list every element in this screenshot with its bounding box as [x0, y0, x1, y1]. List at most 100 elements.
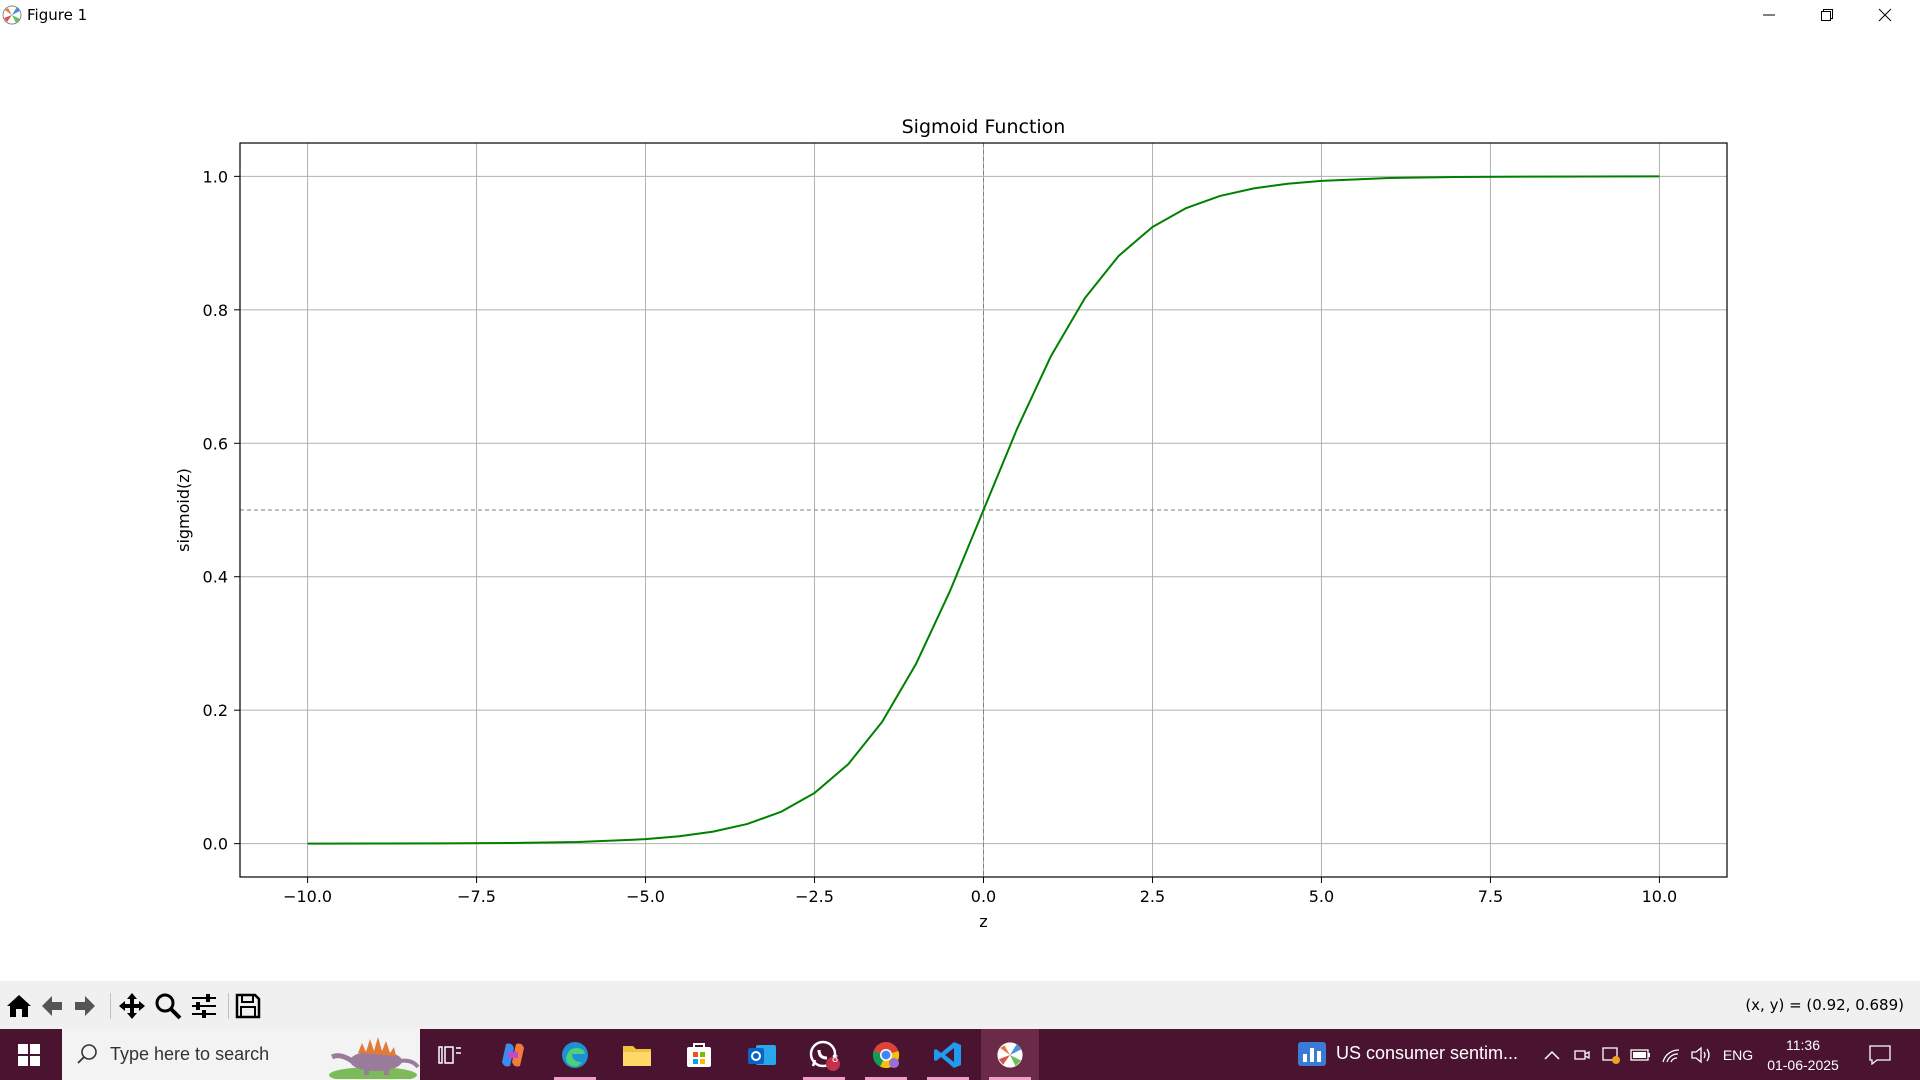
news-widget[interactable]: US consumer sentim...: [1294, 1029, 1544, 1080]
configure-subplots-icon: [192, 994, 216, 1018]
y-tick-label: 1.0: [203, 167, 228, 186]
home-button[interactable]: [4, 991, 34, 1021]
cursor-coordinates: (x, y) = (0.92, 0.689): [1745, 996, 1904, 1014]
store-icon: [687, 1042, 711, 1067]
tray-security[interactable]: [1597, 1029, 1625, 1080]
chrome-icon: [872, 1041, 900, 1068]
y-axis-label: sigmoid(z): [174, 468, 193, 552]
x-tick-label: 10.0: [1642, 887, 1678, 906]
clock-time: 11:36: [1786, 1037, 1820, 1053]
back-button[interactable]: [37, 991, 67, 1021]
whatsapp-button[interactable]: 8: [795, 1029, 853, 1080]
task-view-button[interactable]: [421, 1029, 479, 1080]
pan-button[interactable]: [117, 991, 147, 1021]
navigation-toolbar: (x, y) = (0.92, 0.689): [0, 981, 1920, 1029]
x-axis-label: z: [979, 912, 987, 931]
y-tick-label: 0.0: [203, 835, 228, 854]
x-tick-label: −10.0: [283, 887, 332, 906]
news-headline: US consumer sentim...: [1336, 1043, 1519, 1063]
zoom-icon: [155, 993, 182, 1020]
title-bar: Figure 1: [0, 0, 1920, 30]
vscode-button[interactable]: [919, 1029, 977, 1080]
figure-canvas[interactable]: −10.0 −7.5 −5.0 −2.5 0.0 2.5 5.0 7.5 10.0 0.0 0.2 0…: [0, 30, 1920, 981]
x-tick-label: 0.0: [971, 887, 996, 906]
camera-icon: [1574, 1049, 1590, 1060]
restore-icon: [1821, 9, 1833, 21]
toolbar-separator: [228, 993, 229, 1019]
show-hidden-icons-button[interactable]: [1538, 1029, 1566, 1080]
matplotlib-figure-button[interactable]: [981, 1029, 1039, 1080]
search-icon: [77, 1044, 97, 1064]
search-highlight-dinosaur-icon: [329, 1037, 420, 1079]
configure-subplots-button[interactable]: [189, 991, 219, 1021]
stock-chart-icon: [1298, 1042, 1326, 1066]
search-box[interactable]: Type here to search: [62, 1029, 420, 1080]
edge-button[interactable]: [546, 1029, 604, 1080]
file-explorer-button[interactable]: [608, 1029, 666, 1080]
chevron-up-icon: [1544, 1050, 1560, 1060]
chart-title: Sigmoid Function: [902, 116, 1066, 138]
search-placeholder: Type here to search: [110, 1044, 270, 1064]
toolbar-separator: [110, 993, 111, 1019]
tray-meet-now[interactable]: [1568, 1029, 1596, 1080]
vscode-running-indicator: [927, 1077, 969, 1080]
windows-logo-icon: [18, 1043, 40, 1066]
chrome-button[interactable]: [857, 1029, 915, 1080]
language-indicator[interactable]: ENG: [1722, 1046, 1754, 1063]
x-tick-label: −7.5: [457, 887, 496, 906]
forward-button[interactable]: [70, 991, 100, 1021]
x-tick-label: 7.5: [1478, 887, 1503, 906]
taskbar: Type here to search 8: [0, 1029, 1920, 1080]
tray-volume[interactable]: [1687, 1029, 1715, 1080]
tray-network[interactable]: [1657, 1029, 1685, 1080]
restore-button[interactable]: [1798, 0, 1856, 30]
tray-battery[interactable]: [1627, 1029, 1655, 1080]
battery-icon: [1630, 1048, 1650, 1061]
whatsapp-icon: [809, 1040, 840, 1071]
task-view-icon: [438, 1045, 461, 1064]
system-clock[interactable]: 11:36 01-06-2025: [1760, 1035, 1846, 1075]
window-title: Figure 1: [27, 6, 88, 24]
forward-icon: [75, 996, 95, 1016]
y-tick-label: 0.6: [203, 434, 228, 453]
notifications-button[interactable]: [1860, 1029, 1900, 1080]
microsoft-store-button[interactable]: [670, 1029, 728, 1080]
zoom-button[interactable]: [153, 991, 183, 1021]
minimize-button[interactable]: [1740, 0, 1798, 30]
outlook-button[interactable]: [733, 1029, 791, 1080]
start-button[interactable]: [0, 1029, 58, 1080]
y-tick-label: 0.2: [203, 701, 228, 720]
matplotlib-logo-icon: [2, 5, 22, 25]
x-tick-label: 2.5: [1140, 887, 1165, 906]
folder-icon: [623, 1045, 651, 1066]
save-button[interactable]: [233, 991, 263, 1021]
x-tick-label: −5.0: [626, 887, 665, 906]
notification-icon: [1869, 1044, 1891, 1065]
vscode-icon: [934, 1041, 961, 1068]
speaker-icon: [1691, 1046, 1710, 1063]
matplotlib-running-indicator: [989, 1077, 1031, 1080]
back-icon: [42, 996, 62, 1016]
copilot-button[interactable]: [484, 1029, 542, 1080]
x-tick-label: −2.5: [795, 887, 834, 906]
chrome-running-indicator: [865, 1077, 907, 1080]
pan-icon: [119, 993, 145, 1019]
whatsapp-running-indicator: [803, 1077, 845, 1080]
security-alert-icon: [1602, 1046, 1620, 1064]
copilot-icon: [502, 1043, 524, 1066]
wifi-icon: [1662, 1048, 1680, 1062]
home-icon: [7, 995, 31, 1017]
clock-date: 01-06-2025: [1767, 1057, 1839, 1073]
save-icon: [235, 993, 261, 1019]
y-tick-label: 0.8: [203, 301, 228, 320]
x-tick-label: 5.0: [1309, 887, 1334, 906]
minimize-icon: [1763, 14, 1775, 16]
outlook-icon: [748, 1044, 776, 1065]
sigmoid-curve-line: [307, 175, 1660, 845]
whatsapp-badge: 8: [831, 1053, 839, 1065]
edge-running-indicator: [554, 1077, 596, 1080]
close-button[interactable]: [1856, 0, 1914, 30]
edge-icon: [562, 1041, 588, 1068]
matplotlib-logo-icon: [997, 1041, 1023, 1068]
y-tick-label: 0.4: [203, 568, 228, 587]
